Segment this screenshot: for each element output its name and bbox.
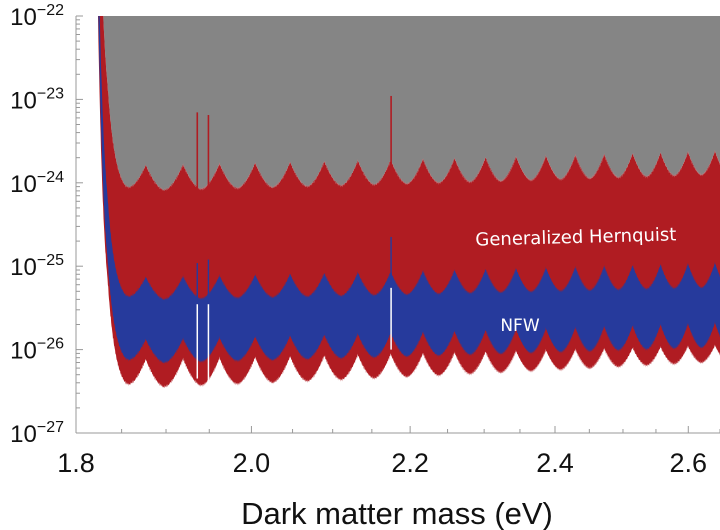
y-tick-label: 10−24 (10, 169, 64, 198)
series-label-nfw: NFW (500, 316, 539, 336)
x-tick-label: 2.2 (391, 448, 429, 478)
y-tick-exponent: −24 (37, 169, 64, 186)
y-tick-base: 10 (10, 87, 37, 114)
y-tick-exponent: −22 (37, 2, 64, 19)
x-axis-label: Dark matter mass (eV) (241, 496, 553, 530)
x-tick-labels: 1.8 2.0 2.2 2.4 2.6 (57, 448, 707, 478)
axes (75, 15, 720, 434)
y-tick-exponent: −27 (37, 419, 64, 436)
x-tick-label: 2.6 (670, 448, 708, 478)
x-tick-label: 2.0 (233, 448, 271, 478)
nfw-band (98, 16, 720, 364)
y-tick-base: 10 (10, 171, 37, 198)
y-tick-exponent: −25 (37, 252, 64, 269)
y-tick-base: 10 (10, 338, 37, 365)
x-tick-label: 2.4 (536, 448, 574, 478)
y-tick-base: 10 (10, 421, 37, 448)
y-tick-label: 10−26 (10, 336, 64, 365)
y-tick-base: 10 (10, 4, 37, 31)
y-tick-label: 10−27 (10, 419, 64, 448)
y-tick-label: 10−23 (10, 85, 64, 114)
y-tick-base: 10 (10, 254, 37, 281)
y-tick-label: 10−22 (10, 2, 64, 31)
y-tick-exponent: −23 (37, 85, 64, 102)
excluded-region (103, 16, 720, 191)
x-tick-label: 1.8 (57, 448, 95, 478)
y-tick-label: 10−25 (10, 252, 64, 281)
plot-area (97, 16, 720, 388)
y-tick-exponent: −26 (37, 336, 64, 353)
